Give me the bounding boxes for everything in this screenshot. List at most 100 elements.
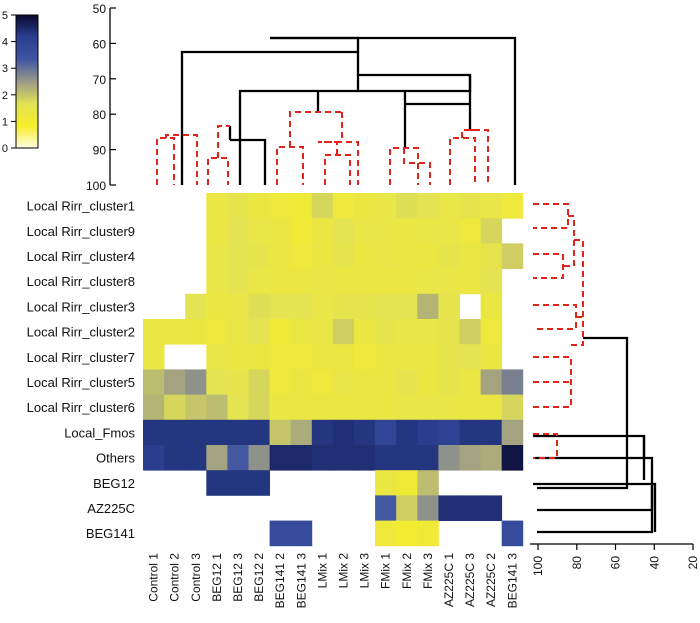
column-label: AZ225C 2 xyxy=(484,553,498,607)
heatmap-cell xyxy=(459,419,481,446)
top-axis-tick-label: 50 xyxy=(93,2,107,16)
heatmap-cell xyxy=(396,445,418,471)
heatmap-cell xyxy=(459,268,481,295)
right-axis-tick-label: 100 xyxy=(531,556,545,576)
right-axis-tick-label: 20 xyxy=(686,556,700,570)
heatmap-cell xyxy=(396,344,418,370)
heatmap-cell xyxy=(290,445,313,471)
heatmap-cell xyxy=(396,470,418,496)
row-label: Local Rirr_cluster6 xyxy=(27,400,135,415)
heatmap-cell xyxy=(375,268,397,295)
top-axis-tick-label: 90 xyxy=(93,144,107,158)
heatmap-cell xyxy=(248,445,270,471)
row-label: Local Rirr_cluster4 xyxy=(27,249,135,264)
heatmap-cell xyxy=(396,495,418,521)
heatmap-cell xyxy=(311,445,334,471)
heatmap-cell xyxy=(269,268,292,295)
heatmap-cell xyxy=(332,193,355,219)
heatmap-cell xyxy=(375,193,397,219)
heatmap-cell xyxy=(185,394,207,421)
heatmap-cell xyxy=(375,495,397,521)
heatmap-cell xyxy=(269,193,292,219)
right-dendrogram-black xyxy=(533,336,657,534)
heatmap-cell xyxy=(354,268,376,295)
heatmap-cell xyxy=(143,319,165,345)
heatmap-cell xyxy=(332,394,355,421)
heatmap-cell xyxy=(438,218,460,244)
heatmap-cell xyxy=(227,293,249,320)
heatmap-cell xyxy=(417,369,439,395)
heatmap-cell xyxy=(459,495,481,521)
heatmap-cell xyxy=(396,218,418,244)
heatmap-cell xyxy=(248,293,270,320)
heatmap-cell xyxy=(143,394,165,421)
right-axis-tick-label: 60 xyxy=(609,556,623,570)
heatmap-cell xyxy=(332,445,355,471)
heatmap-cell xyxy=(311,394,334,421)
heatmap-cell xyxy=(227,193,249,219)
heatmap-cell xyxy=(459,394,481,421)
heatmap-cell xyxy=(459,369,481,395)
top-axis-tick-label: 60 xyxy=(93,37,107,51)
heatmap-cell xyxy=(290,293,313,320)
heatmap-cell xyxy=(375,470,397,496)
heatmap-cell xyxy=(311,193,334,219)
right-axis-tick-label: 80 xyxy=(570,556,584,570)
row-label: BEG12 xyxy=(93,476,135,491)
heatmap-cell xyxy=(396,369,418,395)
heatmap-cell xyxy=(480,268,503,295)
heatmap-cell xyxy=(227,243,249,269)
heatmap-cell xyxy=(480,369,503,395)
heatmap-cell xyxy=(143,344,165,370)
heatmap-cell xyxy=(438,344,460,370)
heatmap-cell xyxy=(438,369,460,395)
column-label: LMix 3 xyxy=(358,553,372,589)
heatmap-cell xyxy=(501,243,524,269)
heatmap-cell xyxy=(332,319,355,345)
column-label: BEG141 3 xyxy=(294,553,308,609)
heatmap-cell xyxy=(501,193,524,219)
heatmap-cell xyxy=(269,445,292,471)
column-label: BEG12 1 xyxy=(210,553,224,602)
column-label: LMix 2 xyxy=(336,553,350,589)
row-label: Others xyxy=(96,451,136,466)
heatmap-cell xyxy=(375,520,397,547)
heatmap-cell xyxy=(417,268,439,295)
heatmap-cell xyxy=(417,319,439,345)
heatmap-cell xyxy=(143,419,165,446)
heatmap-cell xyxy=(417,193,439,219)
heatmap-cell xyxy=(290,419,313,446)
heatmap-cell xyxy=(354,319,376,345)
heatmap-cell xyxy=(396,419,418,446)
heatmap-cell xyxy=(354,293,376,320)
heatmap-cell xyxy=(375,243,397,269)
heatmap-cell xyxy=(417,520,439,547)
heatmap-cell xyxy=(396,319,418,345)
heatmap-cell xyxy=(269,520,292,547)
column-label: Control 3 xyxy=(189,553,203,602)
heatmap-cell xyxy=(501,419,524,446)
heatmap-cell xyxy=(206,243,228,269)
heatmap-cell xyxy=(311,243,334,269)
column-label: BEG12 3 xyxy=(231,553,245,602)
heatmap-cell xyxy=(417,243,439,269)
row-label: Local Rirr_cluster7 xyxy=(27,350,135,365)
heatmap-cell xyxy=(396,293,418,320)
heatmap-cell xyxy=(354,445,376,471)
heatmap-cell xyxy=(396,268,418,295)
color-bar-tick-label: 0 xyxy=(2,143,8,155)
heatmap-cell xyxy=(185,419,207,446)
heatmap-cell xyxy=(332,243,355,269)
heatmap-cell xyxy=(206,218,228,244)
heatmap-cell xyxy=(459,218,481,244)
heatmap-cell xyxy=(480,495,503,521)
heatmap-cell xyxy=(438,243,460,269)
right-axis-tick-label: 40 xyxy=(647,556,661,570)
right-dendrogram-red xyxy=(533,203,584,459)
color-bar-tick-label: 3 xyxy=(2,63,8,75)
heatmap-cell xyxy=(375,394,397,421)
heatmap-cell xyxy=(290,319,313,345)
heatmap-cell xyxy=(480,243,503,269)
heatmap-cell xyxy=(290,193,313,219)
